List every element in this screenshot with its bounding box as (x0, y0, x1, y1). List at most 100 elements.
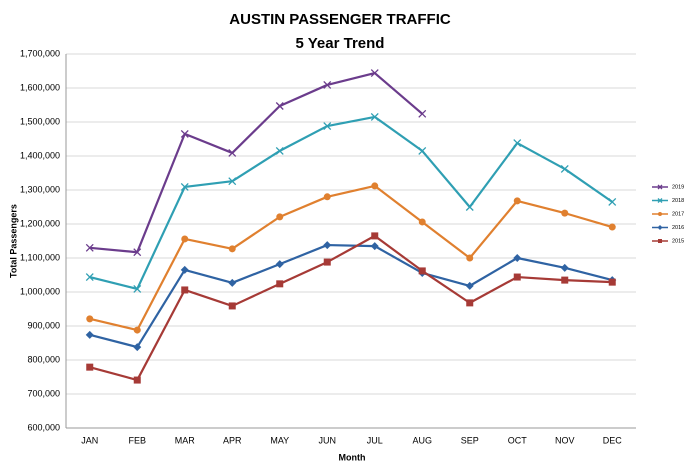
marker (180, 265, 189, 274)
x-tick-label: AUG (412, 435, 432, 445)
y-tick-label: 1,700,000 (20, 48, 60, 58)
marker (133, 376, 141, 384)
marker (323, 258, 331, 266)
marker (276, 213, 284, 221)
series-line (89, 115, 613, 291)
legend-marker (658, 239, 662, 243)
legend-marker (657, 225, 663, 230)
legend-marker (658, 212, 662, 216)
marker (181, 235, 189, 243)
marker (133, 326, 141, 334)
marker (275, 260, 284, 269)
y-tick-label: 1,200,000 (20, 218, 60, 228)
marker (133, 343, 142, 352)
marker (133, 248, 142, 257)
y-tick-label: 1,100,000 (20, 252, 60, 262)
marker (418, 267, 426, 275)
y-tick-label: 1,400,000 (20, 150, 60, 160)
x-tick-label: APR (223, 435, 242, 445)
marker (85, 273, 94, 281)
x-tick-label: MAY (270, 435, 289, 445)
marker (181, 286, 189, 294)
marker (180, 129, 189, 138)
marker (418, 146, 427, 155)
marker (276, 280, 284, 288)
marker (228, 302, 236, 310)
series-line (89, 71, 423, 254)
marker (371, 232, 379, 240)
chart-title: AUSTIN PASSENGER TRAFFIC (229, 11, 451, 28)
marker (228, 148, 237, 157)
y-tick-label: 1,300,000 (20, 184, 60, 194)
marker (323, 193, 331, 201)
x-axis-title: Month (339, 452, 366, 462)
marker (86, 363, 94, 371)
x-tick-label: SEP (461, 435, 479, 445)
marker (418, 109, 427, 118)
series-line (89, 243, 613, 349)
x-tick-label: OCT (508, 435, 528, 445)
marker (275, 102, 284, 110)
series-line (89, 234, 613, 382)
marker (561, 209, 569, 217)
legend-label: 2016 (672, 225, 684, 231)
marker (465, 281, 474, 290)
marker (370, 69, 379, 77)
marker (370, 242, 379, 251)
x-tick-label: JUN (319, 435, 337, 445)
marker (133, 284, 142, 293)
marker (180, 182, 189, 191)
marker (323, 122, 332, 131)
marker (561, 276, 569, 284)
marker (608, 223, 616, 231)
x-tick-label: MAR (175, 435, 196, 445)
x-tick-label: JAN (81, 435, 98, 445)
marker (608, 278, 616, 286)
marker (418, 218, 426, 226)
marker (228, 278, 237, 287)
series-line (89, 184, 613, 332)
marker (513, 273, 521, 281)
y-axis-title: Total Passengers (8, 204, 18, 278)
marker (560, 263, 569, 272)
legend-label: 2015 (672, 238, 684, 244)
x-tick-label: DEC (603, 435, 623, 445)
marker (466, 299, 474, 307)
chart-subtitle: 5 Year Trend (296, 35, 385, 52)
marker (228, 177, 237, 186)
marker (513, 254, 522, 262)
marker (608, 197, 617, 206)
legend-label: 2017 (672, 211, 684, 217)
marker (560, 164, 569, 173)
marker (370, 112, 379, 121)
y-tick-label: 1,500,000 (20, 116, 60, 126)
y-tick-label: 1,600,000 (20, 82, 60, 92)
y-tick-label: 1,000,000 (20, 286, 60, 296)
marker (465, 203, 474, 211)
marker (323, 241, 332, 250)
y-tick-label: 600,000 (27, 422, 60, 432)
legend-marker (657, 184, 663, 190)
y-tick-label: 900,000 (27, 320, 60, 330)
legend-marker (657, 198, 663, 203)
marker (228, 245, 236, 253)
legend-label: 2019 (672, 184, 684, 190)
x-tick-label: JUL (367, 435, 383, 445)
marker (275, 146, 284, 155)
y-tick-label: 800,000 (27, 354, 60, 364)
marker (85, 243, 94, 252)
marker (371, 182, 379, 190)
marker (86, 315, 94, 323)
y-tick-label: 700,000 (27, 388, 60, 398)
marker (513, 139, 522, 148)
x-tick-label: FEB (128, 435, 146, 445)
marker (323, 80, 332, 89)
marker (85, 330, 94, 339)
legend-label: 2018 (672, 198, 684, 204)
marker (513, 197, 521, 205)
x-tick-label: NOV (555, 435, 575, 445)
marker (466, 254, 474, 262)
